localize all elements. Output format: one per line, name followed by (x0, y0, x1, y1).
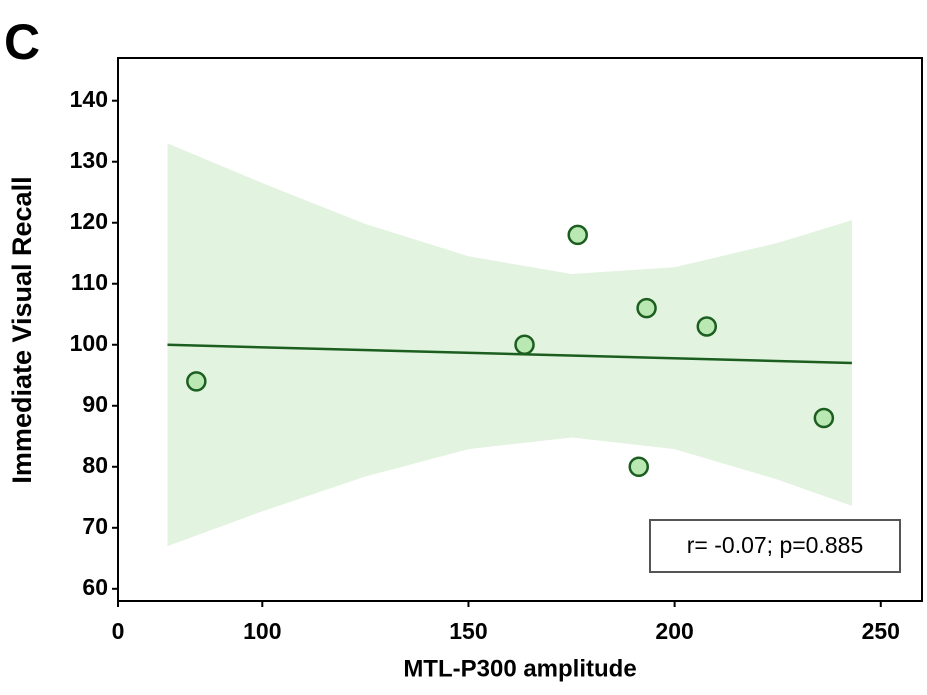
fit-line (167, 343, 852, 365)
x-tick-label: 150 (449, 618, 487, 644)
y-tick-label: 90 (82, 391, 108, 417)
x-tick-label: 200 (655, 618, 693, 644)
y-tick-label: 80 (82, 452, 108, 478)
confidence-band (167, 143, 852, 547)
data-point (813, 407, 835, 429)
y-tick-label: 60 (82, 574, 108, 600)
data-point (514, 334, 535, 356)
annotation-box (649, 519, 901, 573)
data-point (567, 224, 588, 246)
x-tick-label: 250 (862, 618, 900, 644)
y-tick-label: 130 (70, 147, 108, 173)
y-tick-label: 100 (70, 330, 108, 356)
data-point (696, 316, 718, 337)
panel-label: C (4, 14, 40, 70)
y-tick-label: 120 (70, 208, 108, 234)
data-point (636, 297, 657, 319)
x-axis-label: MTL-P300 amplitude (403, 655, 636, 682)
plot-frame (117, 57, 923, 602)
data-point (186, 371, 207, 392)
data-point (628, 456, 649, 478)
x-tick-label: 0 (112, 618, 125, 644)
y-tick-label: 70 (82, 513, 108, 539)
annotation: r= -0.07; p=0.885 (687, 532, 863, 558)
y-tick-label: 140 (70, 86, 108, 112)
y-tick-label: 110 (71, 269, 108, 295)
x-tick-label: 100 (243, 618, 281, 644)
y-axis-label: Immediate Visual Recall (7, 176, 37, 483)
